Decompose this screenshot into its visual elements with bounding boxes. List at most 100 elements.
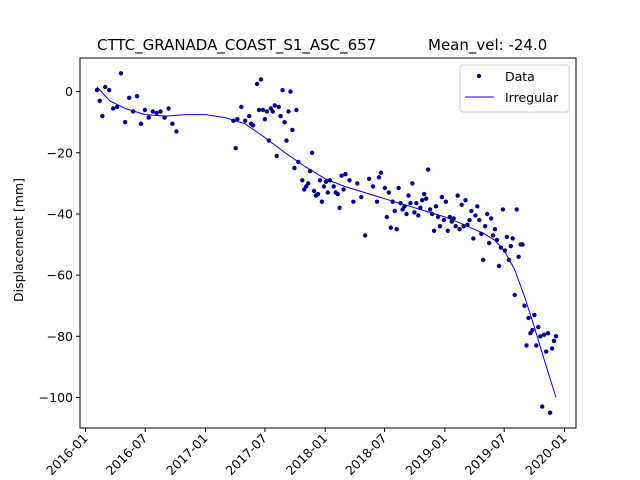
data-point [427,207,433,212]
data-point [235,117,240,122]
data-point [94,87,100,93]
data-point [426,167,431,172]
data-point [422,191,427,197]
data-point [390,199,395,204]
data-point [158,109,163,114]
data-point [477,217,482,223]
data-point [508,243,513,249]
data-point [130,109,136,114]
data-point [254,81,260,87]
legend-label-data: Data [505,69,535,84]
data-point [465,222,470,227]
data-point [107,87,112,93]
data-point [553,334,559,339]
data-point [418,205,423,210]
data-point [540,404,545,409]
data-point [351,199,356,204]
data-point [502,248,508,253]
x-tick-label: 2016-07 [103,431,151,479]
data-point [522,303,527,308]
data-point [100,113,105,119]
chart-title: CTTC_GRANADA_COAST_S1_ASC_657 [97,36,376,55]
data-point [386,190,391,195]
data-point [311,188,317,194]
data-point [327,178,332,183]
y-tick-label: 0 [65,84,73,99]
data-point [294,107,299,113]
data-point [162,115,167,120]
data-point [359,194,364,200]
data-point [278,113,283,119]
data-point [384,214,389,220]
data-point [247,113,252,119]
data-point [134,94,140,99]
data-point [103,84,108,90]
data-point [475,204,480,209]
data-point [323,179,329,184]
data-point [406,193,411,198]
data-point [264,109,270,114]
data-point [459,202,464,207]
data-point [510,236,515,241]
data-point [504,234,509,240]
data-point [123,120,128,125]
data-point [260,107,266,113]
data-point [496,263,502,269]
data-point [524,343,529,348]
data-point [431,228,437,233]
data-point [467,217,472,223]
data-point [547,410,553,415]
data-point [469,208,474,214]
data-point [506,257,511,262]
data-point [307,168,313,174]
data-point [378,170,384,175]
x-tick-label: 2019-01 [402,431,450,479]
data-point [445,228,450,233]
data-point [536,324,541,330]
x-tick-label: 2020-01 [522,431,570,479]
data-point [331,184,336,189]
data-point [258,77,264,82]
legend: Data Irregular [459,64,570,113]
plot-area [94,71,559,415]
data-point [280,87,285,93]
x-tick-label: 2018-07 [342,431,390,479]
x-tick-label: 2019-07 [462,431,510,479]
y-tick-label: −20 [47,145,73,160]
data-point [250,123,256,128]
data-point [382,185,388,191]
data-point [512,292,517,298]
data-point [408,201,413,206]
data-point [532,312,537,318]
data-point [319,199,325,204]
data-point [142,107,148,113]
x-axis-ticks: 2016-01 2016-07 2017-01 2017-07 2018-01 2018-… [43,428,570,479]
y-tick-label: −80 [47,329,73,344]
data-point [239,104,244,110]
data-point [306,181,311,186]
y-axis-label: Displacement [mm] [11,178,26,302]
data-point [97,98,102,104]
data-point [435,214,441,220]
data-point [270,109,275,114]
data-point [286,109,291,114]
data-point [471,236,476,241]
data-point [483,224,488,229]
y-axis-ticks: 0 −20 −40 −60 −80 −100 [39,84,80,405]
data-point [481,257,486,262]
data-point [544,349,549,354]
data-point [376,175,382,180]
data-point [233,146,238,151]
y-tick-label: −100 [39,390,73,405]
data-point [437,224,443,229]
data-point [355,181,360,186]
data-point [526,315,531,321]
data-point [276,104,281,110]
data-point [492,227,498,232]
data-point [441,217,447,223]
data-point [347,178,352,183]
data-point [296,159,301,165]
data-point [500,207,506,212]
data-point [498,245,504,250]
